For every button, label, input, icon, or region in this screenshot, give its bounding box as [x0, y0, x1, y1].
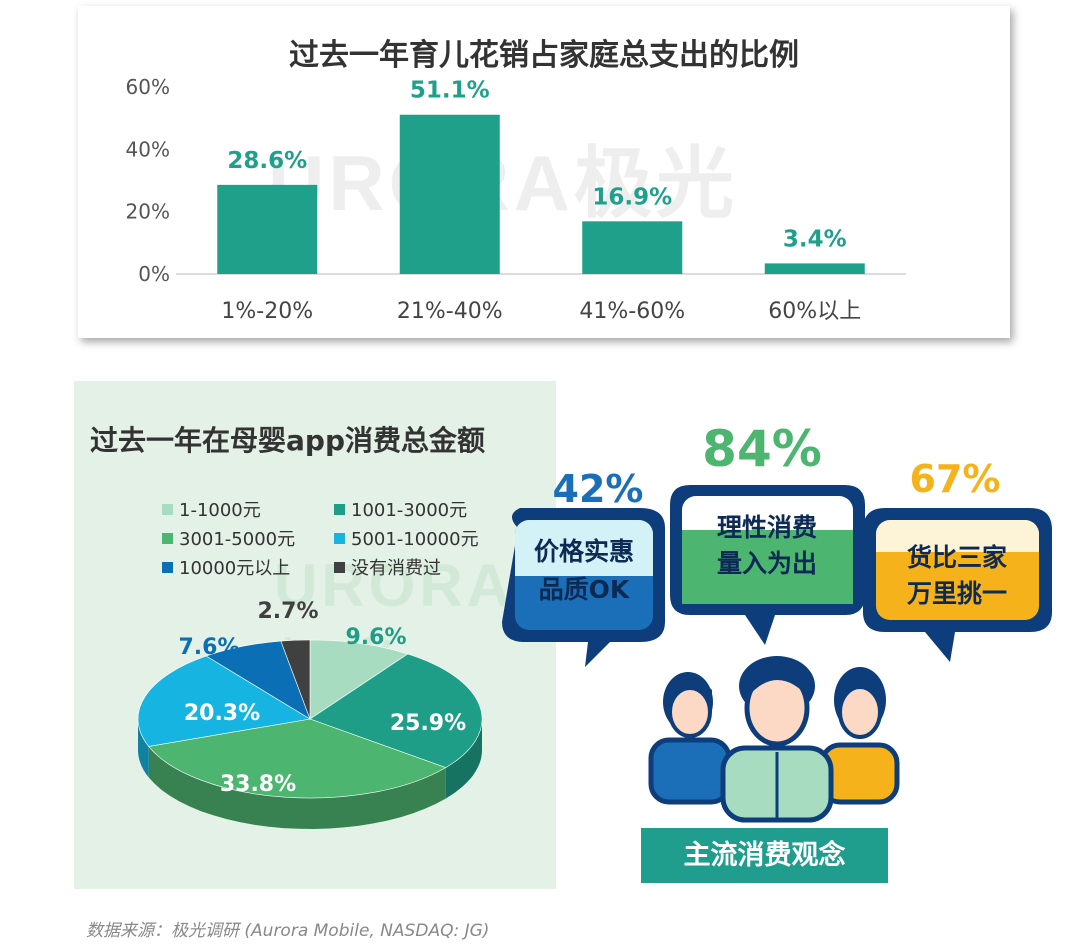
- concept-banner: 主流消费观念: [641, 828, 888, 883]
- pie-value-label: 33.8%: [219, 772, 297, 797]
- bubble-percent-rational: 84%: [702, 420, 822, 478]
- legend-label: 1-1000元: [179, 500, 261, 521]
- bubble-percent-compare: 67%: [909, 457, 1001, 501]
- bar-value-label: 3.4%: [783, 226, 847, 252]
- bar-chart-panel: URORA极光 过去一年育儿花销占家庭总支出的比例 0% 20% 40% 60% 28.…: [78, 6, 1010, 338]
- y-tick-label: 40%: [126, 137, 170, 161]
- bubble-label-price-line1: 价格实惠: [533, 537, 635, 566]
- bar-chart-title: 过去一年育儿花销占家庭总支出的比例: [289, 38, 799, 73]
- legend-swatch: [162, 533, 173, 544]
- legend-item: 1-1000元: [162, 496, 261, 522]
- legend-item: 5001-10000元: [334, 525, 479, 551]
- bubble-percent-price: 42%: [552, 467, 644, 511]
- bar-value-label: 51.1%: [410, 78, 490, 104]
- pie-slice: [309, 639, 409, 720]
- pie-slice: [148, 718, 447, 799]
- watermark-top: URORA极光: [268, 139, 738, 227]
- x-tick-label: 1%-20%: [221, 299, 313, 324]
- pie-value-label: 7.6%: [178, 635, 240, 660]
- legend-item: 没有消费过: [334, 554, 441, 580]
- bubble-label-compare-line1: 货比三家: [906, 543, 1008, 572]
- bubble-label-rational-line1: 理性消费: [716, 513, 818, 542]
- bar: [399, 114, 500, 274]
- legend-swatch: [162, 504, 173, 515]
- pie-chart-svg: [137, 639, 483, 829]
- bar: [217, 184, 318, 274]
- data-source: 数据来源：极光调研 (Aurora Mobile, NASDAQ: JG): [86, 921, 490, 941]
- pie-slice: [280, 639, 311, 720]
- x-tick-label: 60%以上: [768, 299, 861, 324]
- legend-label: 1001-3000元: [351, 500, 468, 521]
- pie-chart-title: 过去一年在母婴app消费总金额: [90, 424, 485, 457]
- x-tick-label: 21%-40%: [397, 299, 503, 324]
- pie-value-label: 2.7%: [257, 599, 319, 624]
- x-tick-label: 41%-60%: [579, 299, 685, 324]
- pie-slice-side: [445, 719, 482, 799]
- legend-label: 没有消费过: [351, 558, 441, 579]
- person-left: [648, 672, 732, 805]
- person-right: [819, 667, 900, 805]
- bar-value-label: 28.6%: [227, 148, 307, 174]
- bubble-label-compare-line2: 万里挑一: [906, 579, 1008, 608]
- pie-chart-panel: URORA极光 过去一年在母婴app消费总金额 1-1000元 1001-300…: [74, 381, 556, 889]
- bar-chart-svg: 0% 20% 40% 60% 28.6% 1%-20% 51.1% 21%-40% 16.9% 4…: [126, 75, 906, 324]
- bubble-label-rational-line2: 量入为出: [716, 549, 818, 578]
- pie-value-label: 25.9%: [389, 711, 467, 736]
- y-tick-label: 0%: [138, 262, 170, 286]
- person-center: [720, 656, 834, 823]
- pie-value-label: 20.3%: [183, 701, 261, 726]
- bar: [582, 221, 683, 274]
- bubble-label-price-line2: 品质OK: [538, 575, 630, 604]
- legend-swatch: [334, 533, 345, 544]
- legend-swatch: [334, 562, 345, 573]
- pie-slice: [309, 653, 483, 768]
- legend-label: 10000元以上: [179, 558, 291, 579]
- legend-item: 3001-5000元: [162, 525, 295, 551]
- pie-slice-side: [148, 746, 446, 829]
- pie-slice: [137, 655, 311, 747]
- legend-item: 1001-3000元: [334, 496, 467, 522]
- y-tick-label: 60%: [126, 75, 170, 99]
- legend-label: 5001-10000元: [351, 529, 479, 550]
- legend-swatch: [334, 504, 345, 515]
- y-tick-label: 20%: [126, 200, 170, 224]
- legend-swatch: [162, 562, 173, 573]
- bar: [764, 263, 865, 274]
- legend-label: 3001-5000元: [179, 529, 296, 550]
- pie-value-label: 9.6%: [345, 625, 407, 650]
- bar-value-label: 16.9%: [592, 184, 672, 210]
- legend-item: 10000元以上: [162, 554, 290, 580]
